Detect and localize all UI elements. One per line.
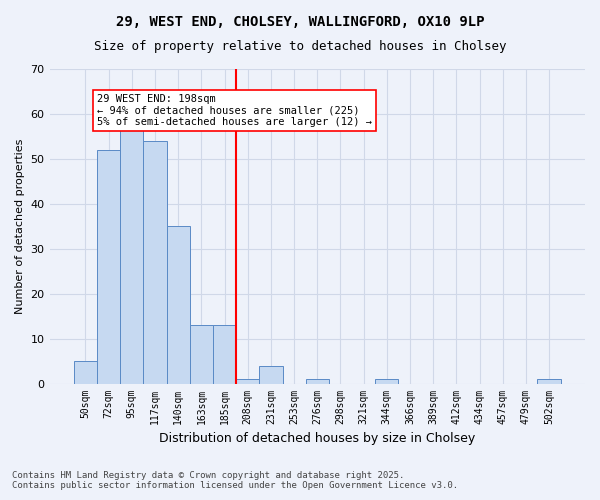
X-axis label: Distribution of detached houses by size in Cholsey: Distribution of detached houses by size … [159, 432, 475, 445]
Bar [236, 379, 259, 384]
Bar [213, 325, 236, 384]
Bar [305, 379, 329, 384]
Text: 29 WEST END: 198sqm
← 94% of detached houses are smaller (225)
5% of semi-detach: 29 WEST END: 198sqm ← 94% of detached ho… [97, 94, 372, 127]
Bar [74, 361, 97, 384]
Text: Contains HM Land Registry data © Crown copyright and database right 2025.
Contai: Contains HM Land Registry data © Crown c… [12, 470, 458, 490]
Bar [120, 114, 143, 384]
Bar [190, 325, 213, 384]
Bar [375, 379, 398, 384]
Bar [97, 150, 120, 384]
Text: Size of property relative to detached houses in Cholsey: Size of property relative to detached ho… [94, 40, 506, 53]
Bar [143, 141, 167, 384]
Bar [538, 379, 560, 384]
Y-axis label: Number of detached properties: Number of detached properties [15, 138, 25, 314]
Bar [259, 366, 283, 384]
Text: 29, WEST END, CHOLSEY, WALLINGFORD, OX10 9LP: 29, WEST END, CHOLSEY, WALLINGFORD, OX10… [116, 15, 484, 29]
Bar [167, 226, 190, 384]
